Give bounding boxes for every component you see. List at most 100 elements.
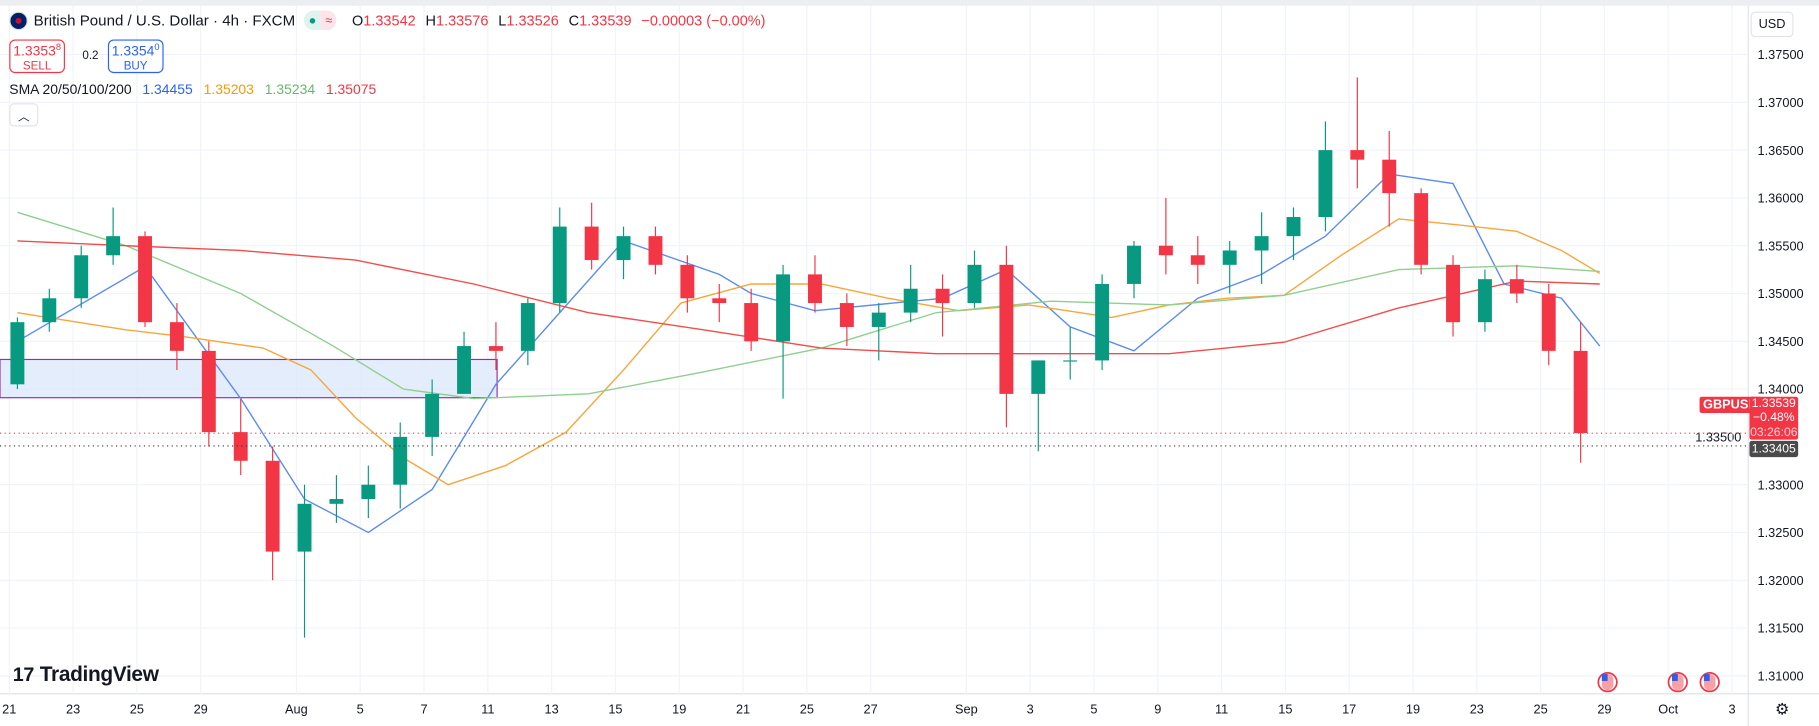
candle-body: [1095, 283, 1110, 361]
candle: [680, 255, 695, 313]
high-value: 1.33576: [436, 12, 489, 29]
time-tick-label: Aug: [285, 701, 308, 716]
sell-button[interactable]: 1.33538 SELL: [9, 39, 65, 74]
candle-body: [903, 288, 918, 313]
buy-label: BUY: [123, 59, 148, 73]
time-tick-label: 23: [1470, 701, 1484, 716]
logo-text: TradingView: [39, 662, 159, 686]
price-tick-label: 1.31000: [1758, 669, 1804, 684]
candle: [1095, 274, 1110, 370]
price-tick-label: 1.31500: [1758, 621, 1804, 636]
candle: [1541, 283, 1556, 366]
time-tick-label: 25: [1534, 701, 1548, 716]
chevron-up-icon: ︿: [17, 110, 30, 124]
sma-line-sma100: [17, 211, 1600, 400]
sma-legend[interactable]: SMA 20/50/100/200 1.34455 1.35203 1.3523…: [9, 81, 383, 97]
symbol-price-label: GBPUSD: [1699, 396, 1762, 413]
sma-label: SMA 20/50/100/200: [9, 81, 132, 98]
candle-body: [1414, 193, 1429, 265]
us-flag-event-icon[interactable]: [1699, 671, 1720, 693]
time-tick-label: 25: [800, 701, 814, 716]
candle-body: [1446, 264, 1460, 323]
candle-body: [1509, 279, 1524, 294]
candle-body: [1158, 245, 1173, 256]
candle: [169, 303, 184, 370]
sma20-value: 1.34455: [142, 81, 193, 98]
candle-body: [1541, 293, 1556, 351]
price-tick-label: 1.34500: [1758, 334, 1804, 349]
price-tick-label: 1.34000: [1758, 382, 1804, 397]
candle-body: [744, 303, 759, 342]
candle-body: [10, 322, 25, 385]
time-tick-label: 21: [736, 701, 750, 716]
candle: [425, 379, 440, 457]
candle-body: [1127, 245, 1141, 284]
time-tick-label: 13: [545, 701, 559, 716]
candle-body: [1286, 217, 1301, 237]
candle: [616, 226, 631, 280]
collapse-legend-button[interactable]: ︿: [9, 103, 39, 127]
candle-body: [201, 350, 216, 433]
candle-body: [169, 322, 184, 351]
price-tick-label: 1.32000: [1758, 573, 1804, 588]
time-tick-label: 7: [420, 701, 427, 716]
price-tick-label: 1.37000: [1758, 95, 1804, 110]
time-tick-label: 19: [672, 701, 686, 716]
time-tick-label: 29: [194, 701, 208, 716]
candle: [488, 322, 503, 370]
time-tick-label: 3: [1728, 701, 1735, 716]
candle-body: [839, 303, 854, 327]
candle-body: [1031, 360, 1046, 394]
candle: [1127, 240, 1141, 299]
low-value: 1.33526: [506, 12, 559, 29]
candle-body: [1063, 360, 1078, 362]
sell-price-sup: 8: [55, 41, 61, 52]
candle-body: [42, 298, 57, 323]
time-tick-label: 17: [1342, 701, 1356, 716]
candle-body: [680, 264, 695, 299]
candle-body: [425, 393, 440, 437]
currency-button[interactable]: USD: [1750, 11, 1794, 38]
us-flag-event-icon[interactable]: [1597, 671, 1618, 693]
candle-body: [616, 236, 631, 261]
candle: [808, 255, 822, 313]
price-tick-label: 1.33000: [1758, 477, 1804, 492]
candle-body: [1573, 350, 1588, 434]
settings-gear-icon[interactable]: ⚙: [1774, 699, 1790, 719]
sell-price: 1.3353: [13, 42, 56, 59]
candle: [201, 341, 216, 447]
candle-body: [393, 436, 408, 485]
candle-body: [1190, 255, 1205, 265]
candle-body: [361, 484, 376, 500]
candle: [1382, 130, 1397, 227]
candle: [584, 202, 599, 270]
candle: [967, 250, 982, 308]
candle: [138, 231, 152, 327]
tradingview-logo[interactable]: 17 TradingView: [13, 662, 159, 686]
candle-body: [488, 346, 503, 351]
market-status[interactable]: ● ≈: [304, 10, 337, 31]
candle-body: [74, 255, 89, 299]
close-label: C: [568, 12, 580, 29]
flag-canton: [1671, 674, 1678, 681]
candle: [457, 331, 472, 394]
candle: [297, 484, 312, 638]
buy-button[interactable]: 1.33540 BUY: [107, 39, 164, 74]
candle: [74, 245, 89, 308]
time-tick-label: 25: [130, 701, 144, 716]
candle: [265, 446, 280, 581]
candle: [935, 274, 950, 337]
symbol-title[interactable]: British Pound / U.S. Dollar · 4h · FXCM: [33, 11, 296, 30]
sma-line-sma200: [17, 240, 1600, 355]
candle-body: [1318, 150, 1333, 218]
candle-body: [552, 226, 567, 304]
last-price: 1.33539: [1751, 396, 1796, 411]
candle: [1190, 236, 1205, 284]
time-tick-label: 15: [608, 701, 622, 716]
candle-body: [233, 432, 248, 461]
sma-line-sma20: [17, 173, 1601, 534]
candle: [1318, 121, 1333, 232]
us-flag-event-icon[interactable]: [1667, 671, 1688, 693]
